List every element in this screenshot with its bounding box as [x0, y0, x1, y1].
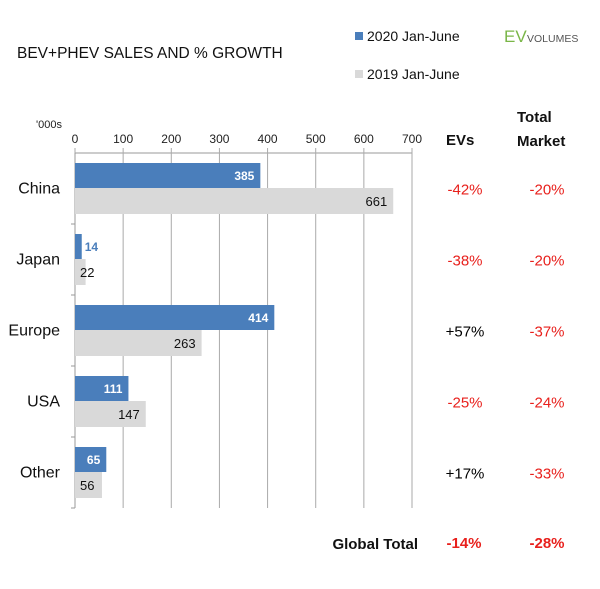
- bar-2020-usa: [75, 376, 129, 401]
- bar-2019-usa: [75, 401, 146, 427]
- bar-2020-other: [75, 447, 107, 472]
- category-label-china: China: [18, 181, 60, 198]
- legend-swatch-2019: [355, 70, 363, 78]
- global-total-label: Global Total: [332, 536, 418, 553]
- x-tick-label: 300: [209, 132, 229, 146]
- market-growth-usa: -24%: [529, 395, 564, 412]
- legend-label-2020: 2020 Jan-June: [367, 28, 460, 44]
- bar-2019-china: [75, 188, 394, 214]
- bar-2020-japan: [75, 234, 82, 259]
- logo-ev: EV: [504, 27, 527, 46]
- category-label-europe: Europe: [8, 323, 60, 340]
- ev-growth-europe: +57%: [446, 324, 485, 341]
- ev-growth-japan: -38%: [447, 253, 482, 270]
- bar-2020-china: [75, 163, 261, 188]
- data-label-2020: 14: [85, 240, 99, 254]
- data-label-2019: 661: [366, 194, 388, 209]
- legend-swatch-2020: [355, 32, 363, 40]
- data-label-2020: 65: [87, 453, 101, 467]
- bar-2019-other: [75, 472, 102, 498]
- ev-growth-usa: -25%: [447, 395, 482, 412]
- category-label-japan: Japan: [16, 252, 60, 269]
- logo-volumes: VOLUMES: [527, 33, 578, 45]
- market-growth-europe: -37%: [529, 324, 564, 341]
- x-tick-label: 500: [306, 132, 326, 146]
- x-tick-label: 200: [161, 132, 181, 146]
- data-label-2020: 414: [248, 311, 268, 325]
- global-total-market: -28%: [529, 535, 564, 552]
- unit-label: '000s: [36, 119, 62, 131]
- x-tick-label: 700: [402, 132, 422, 146]
- data-label-2019: 56: [80, 478, 94, 493]
- market-header-line2: Market: [517, 133, 565, 150]
- bar-2020-europe: [75, 305, 275, 330]
- global-total-ev: -14%: [446, 535, 481, 552]
- data-label-2019: 22: [80, 265, 94, 280]
- data-label-2019: 147: [118, 407, 140, 422]
- market-growth-other: -33%: [529, 466, 564, 483]
- x-tick-label: 0: [72, 132, 79, 146]
- ev-header: EVs: [446, 132, 474, 149]
- ev-volumes-logo: EV VOLUMES: [504, 27, 578, 46]
- legend: 2020 Jan-June 2019 Jan-June: [355, 28, 460, 82]
- category-label-other: Other: [20, 465, 61, 482]
- category-label-usa: USA: [27, 394, 60, 411]
- chart-title: BEV+PHEV SALES AND % GROWTH: [17, 45, 283, 62]
- legend-label-2019: 2019 Jan-June: [367, 66, 460, 82]
- ev-growth-other: +17%: [446, 466, 485, 483]
- ev-growth-china: -42%: [447, 182, 482, 199]
- data-label-2019: 263: [174, 336, 196, 351]
- market-header-line1: Total: [517, 109, 552, 126]
- market-growth-japan: -20%: [529, 253, 564, 270]
- data-label-2020: 385: [234, 169, 254, 183]
- x-tick-label: 600: [354, 132, 374, 146]
- x-tick-label: 100: [113, 132, 133, 146]
- x-tick-label: 400: [258, 132, 278, 146]
- bar-2019-europe: [75, 330, 202, 356]
- data-label-2020: 111: [104, 382, 123, 396]
- market-growth-china: -20%: [529, 182, 564, 199]
- bar-2019-japan: [75, 259, 86, 285]
